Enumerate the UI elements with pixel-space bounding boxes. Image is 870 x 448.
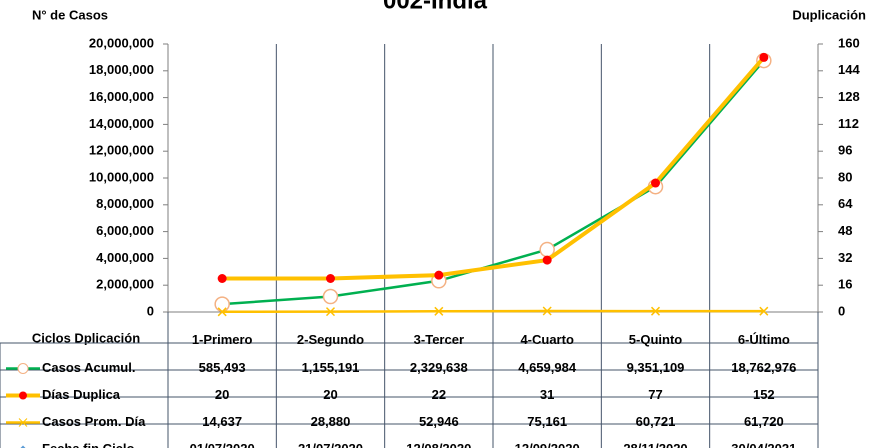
table-cell: 61,720 [744, 414, 784, 429]
x-tick-label: 3-Tercer [414, 332, 464, 347]
y2-tick-label: 16 [838, 277, 852, 292]
table-cell: 60,721 [636, 414, 676, 429]
x-tick-label: 2-Segundo [297, 332, 364, 347]
marker [214, 296, 230, 312]
marker [650, 306, 661, 316]
table-cell: 14,637 [202, 414, 242, 429]
table-cell: 9,351,109 [627, 360, 685, 375]
legend-marker [19, 391, 27, 400]
y-tick-label: 0 [147, 303, 154, 318]
marker [434, 270, 444, 280]
y2-tick-label: 112 [838, 116, 859, 131]
table-cell: 585,493 [199, 360, 246, 375]
legend-label: Días Duplica [42, 387, 121, 402]
y2-tick-label: 64 [838, 196, 853, 211]
y2-tick-label: 96 [838, 143, 852, 158]
legend-marker [20, 445, 26, 448]
table-cell: 4,659,984 [518, 360, 577, 375]
legend-marker [17, 363, 29, 374]
table-cell: 20 [323, 387, 337, 402]
marker [651, 178, 660, 188]
y-tick-label: 12,000,000 [89, 143, 154, 158]
y2-tick-label: 80 [838, 169, 852, 184]
x-tick-label: 4-Cuarto [520, 332, 574, 347]
legend-label: Fecha fin Ciclo [42, 441, 135, 448]
y2-tick-label: 128 [838, 89, 860, 104]
y2-tick-label: 0 [838, 303, 845, 318]
y-tick-label: 8,000,000 [96, 196, 154, 211]
series-line [222, 59, 765, 306]
marker [759, 306, 769, 316]
y-tick-label: 16,000,000 [89, 89, 154, 104]
y-tick-label: 14,000,000 [89, 116, 154, 131]
y2-tick-label: 160 [838, 35, 860, 50]
legend-marker [18, 418, 28, 427]
x-tick-label: 1-Primero [192, 332, 253, 347]
y-axis-label: N° de Casos [32, 7, 108, 22]
table-cell: 2,329,638 [410, 360, 468, 375]
series-line [222, 309, 764, 314]
x-tick-label: 5-Quinto [629, 332, 682, 347]
table-cell: 31 [540, 387, 554, 402]
table-cell: 1,155,191 [302, 360, 360, 375]
y2-tick-label: 144 [838, 62, 860, 77]
marker [542, 255, 552, 265]
table-header: Ciclos Dplicación [32, 330, 140, 345]
y-tick-label: 4,000,000 [96, 250, 154, 265]
marker [759, 52, 769, 62]
legend-label: Casos Prom. Día [42, 414, 146, 429]
table-cell: 18,762,976 [731, 360, 796, 375]
x-tick-label: 6-Último [738, 332, 790, 347]
series-line [222, 56, 766, 281]
marker [217, 274, 227, 283]
y2-tick-label: 32 [838, 250, 852, 265]
y2-axis-label: Duplicación [792, 7, 866, 22]
marker [217, 307, 227, 317]
y-tick-label: 2,000,000 [96, 277, 154, 292]
y-tick-label: 20,000,000 [89, 35, 154, 50]
y-tick-label: 18,000,000 [89, 62, 154, 77]
marker [322, 288, 339, 305]
table-cell: 20 [215, 387, 229, 402]
legend-label: Casos Acumul. [42, 360, 135, 375]
table-cell: 77 [648, 387, 662, 402]
marker [542, 306, 552, 316]
chart-title: 002-India [383, 0, 488, 14]
marker [434, 306, 444, 316]
y-tick-label: 6,000,000 [96, 223, 154, 238]
table-cell: 30/04/2021 [731, 441, 796, 448]
table-cell: 75,161 [527, 414, 567, 429]
y2-tick-label: 48 [838, 223, 852, 238]
table-cell: 28,880 [311, 414, 351, 429]
table-cell: 52,946 [419, 414, 459, 429]
table-cell: 152 [753, 387, 775, 402]
table-cell: 22 [432, 387, 446, 402]
marker [325, 307, 336, 317]
marker [326, 274, 335, 283]
y-tick-label: 10,000,000 [89, 169, 154, 184]
